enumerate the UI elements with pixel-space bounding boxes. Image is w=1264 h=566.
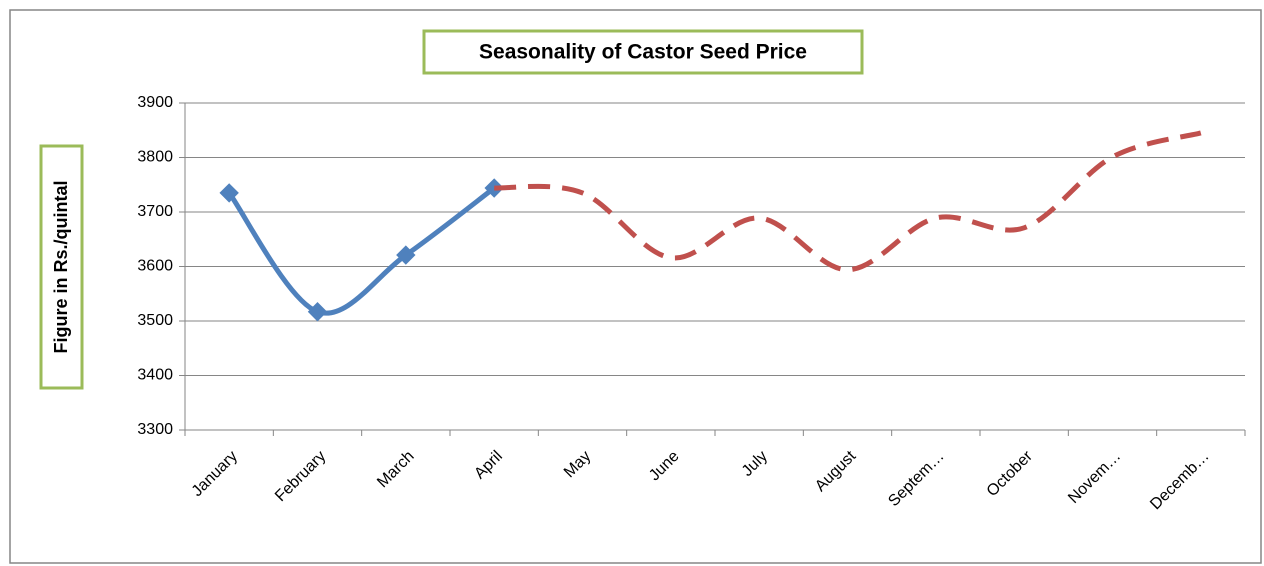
marker	[396, 245, 416, 265]
y-axis-label: Figure in Rs./quintal	[51, 180, 71, 353]
y-tick-label: 3800	[137, 149, 173, 166]
y-tick-label: 3700	[137, 203, 173, 220]
chart-title: Seasonality of Castor Seed Price	[479, 41, 807, 64]
y-tick-label: 3400	[137, 367, 173, 384]
y-tick-label: 3600	[137, 258, 173, 275]
title-box	[422, 29, 864, 75]
y-label-box	[39, 144, 84, 390]
y-tick-label: 3900	[137, 94, 173, 111]
series-line	[226, 185, 497, 316]
marker	[307, 302, 328, 322]
y-tick-label: 3500	[137, 312, 173, 329]
y-tick-label: 3300	[137, 421, 173, 438]
marker	[219, 183, 239, 203]
chart-border	[9, 9, 1262, 564]
